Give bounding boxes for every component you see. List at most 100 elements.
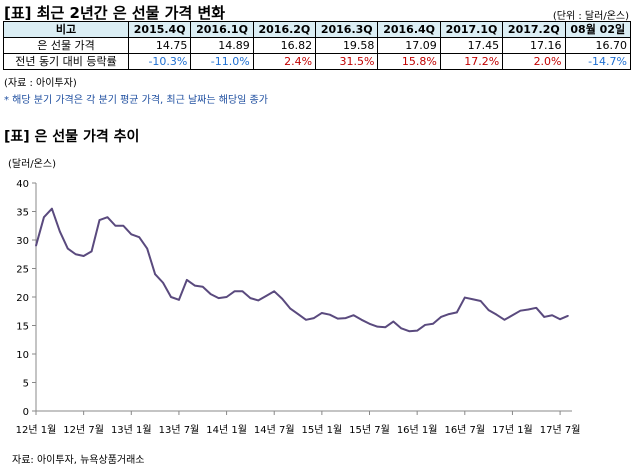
data-point [114, 224, 117, 227]
data-point [154, 273, 156, 275]
y-tick-label: 30 [16, 236, 29, 247]
table-cell: 2.4% [252, 53, 317, 70]
data-point [170, 296, 172, 298]
x-tick-label: 14년 1월 [206, 424, 247, 436]
data-point [551, 314, 553, 317]
table-row-change: 전년 동기 대비 등락률 -10.3% -11.0% 2.4% 31.5% 15.8% 17… [3, 53, 632, 70]
data-point [313, 317, 315, 319]
y-tick-label: 15 [16, 322, 29, 333]
data-point [162, 281, 164, 284]
table-cell: 14.89 [190, 37, 254, 54]
data-point [392, 320, 395, 323]
table-cell: -14.7% [564, 53, 632, 70]
data-point [225, 296, 228, 298]
table-cell: 31.5% [315, 53, 379, 70]
x-tick-label: 13년 7월 [159, 424, 200, 436]
data-point [519, 309, 522, 312]
line-chart: (달러/온스) 자료: 아이투자, 뉴욕상품거래소 0 5 10 15 20 25 30 35… [8, 158, 580, 466]
table-cell: 16.70 [564, 37, 632, 54]
column-header: 2016.1Q [190, 21, 254, 38]
x-tick-label: 13년 1월 [111, 424, 152, 436]
data-point [432, 322, 434, 325]
data-point [344, 317, 347, 319]
data-point [424, 324, 426, 326]
column-header: 2016.4Q [377, 21, 441, 38]
data-point [90, 250, 93, 253]
data-point [305, 319, 307, 321]
data-point [503, 319, 506, 321]
x-tick-label: 16년 7월 [444, 424, 485, 436]
data-point [543, 316, 546, 318]
data-point [209, 293, 212, 295]
table-cell: 16.82 [252, 37, 317, 54]
data-point [336, 317, 339, 320]
column-header: 2015.4Q [127, 21, 192, 38]
column-header: 2017.2Q [502, 21, 566, 38]
table-unit: (단위 : 달러/온스) [552, 11, 629, 22]
data-point [368, 322, 371, 325]
table-cell: 2.0% [502, 53, 566, 70]
table-footnote: * 해당 분기 가격은 각 분기 평균 가격, 최근 날짜는 해당일 종가 [4, 95, 268, 106]
row-label: 전년 동기 대비 등락률 [3, 53, 129, 70]
data-point [35, 244, 37, 247]
table-cell: 14.75 [127, 37, 192, 54]
data-point [74, 253, 77, 256]
data-point [376, 325, 379, 328]
x-tick-label: 16년 1월 [397, 424, 438, 436]
column-header: 08월 02일 [564, 21, 632, 38]
data-point [448, 313, 450, 315]
data-point [241, 290, 244, 293]
data-point [106, 216, 109, 218]
chart-source: 자료: 아이투자, 뉴욕상품거래소 [12, 454, 145, 466]
x-tick-label: 15년 7월 [349, 424, 390, 436]
data-point [360, 319, 363, 321]
data-point [59, 230, 61, 233]
data-point [82, 255, 85, 257]
y-axis-label: (달러/온스) [8, 158, 56, 170]
table-cell: 17.16 [502, 37, 566, 54]
table-cell: 15.8% [377, 53, 441, 70]
data-point [471, 298, 474, 301]
data-point [289, 307, 291, 310]
data-point [194, 284, 196, 287]
data-point [98, 219, 101, 221]
data-point [329, 313, 331, 316]
data-point [43, 216, 45, 218]
data-point [281, 297, 283, 300]
y-tick-label: 10 [16, 350, 29, 361]
data-point [233, 290, 236, 293]
data-point [321, 312, 323, 314]
y-tick-label: 0 [23, 407, 29, 418]
table-cell: 17.45 [439, 37, 504, 54]
table-row-price: 은 선물 가격 14.75 14.89 16.82 19.58 17.09 17.45 17.… [3, 37, 632, 54]
row-label: 은 선물 가격 [3, 37, 129, 54]
data-point [257, 299, 260, 302]
y-tick-label: 25 [16, 265, 29, 276]
table-cell: 19.58 [315, 37, 379, 54]
data-point [408, 330, 411, 332]
table-cell: 17.09 [377, 37, 441, 54]
table-source: (자료 : 아이투자) [4, 78, 77, 89]
column-header: 2017.1Q [439, 21, 504, 38]
table-cell: -10.3% [127, 53, 192, 70]
data-point [201, 285, 204, 288]
data-point [178, 299, 180, 301]
data-point [297, 313, 299, 315]
price-table: 비고 2015.4Q 2016.1Q 2016.2Q 2016.3Q 2016.4Q 201… [3, 21, 632, 70]
data-point [535, 307, 538, 309]
data-point [249, 297, 252, 299]
data-point [122, 224, 125, 227]
data-point [495, 313, 498, 316]
x-tick-label: 15년 1월 [302, 424, 343, 436]
column-header: 2016.3Q [315, 21, 379, 38]
data-point [464, 296, 466, 299]
data-point [440, 316, 442, 318]
data-point [146, 247, 148, 250]
data-point [138, 236, 141, 238]
data-point [479, 300, 482, 302]
data-point [273, 290, 276, 293]
y-tick-label: 40 [16, 179, 29, 190]
row-header-label: 비고 [3, 21, 129, 38]
data-point [66, 247, 69, 250]
table-cell: 17.2% [439, 53, 504, 70]
